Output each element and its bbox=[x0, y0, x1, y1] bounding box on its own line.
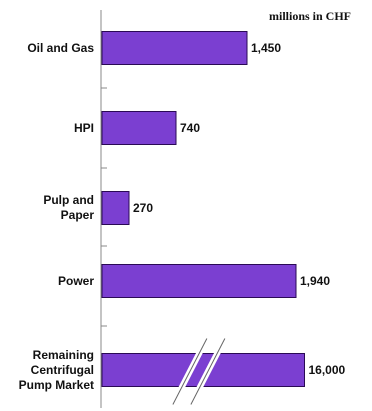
category-label-line: Paper bbox=[60, 208, 94, 222]
bar bbox=[101, 111, 177, 145]
category-label-line: Remaining bbox=[32, 347, 94, 362]
category-label-line: HPI bbox=[73, 120, 94, 135]
value-label: 1,940 bbox=[300, 274, 331, 288]
category-label-line: Pulp and bbox=[43, 193, 94, 207]
category-label: Oil and Gas bbox=[2, 41, 94, 56]
category-label-line: Centrifugal bbox=[30, 362, 94, 377]
bar bbox=[101, 191, 130, 225]
axis-break-slash bbox=[190, 338, 226, 405]
category-label-line: Oil and Gas bbox=[27, 40, 94, 55]
bar bbox=[101, 31, 248, 65]
value-label: 740 bbox=[180, 121, 201, 135]
bar bbox=[101, 264, 297, 298]
axis-break-slash bbox=[172, 338, 208, 405]
category-label: HPI bbox=[2, 121, 94, 136]
value-label: 16,000 bbox=[308, 363, 346, 377]
unit-label: millions in CHF bbox=[269, 9, 352, 23]
category-label-line: Power bbox=[57, 273, 94, 288]
value-label: 1,450 bbox=[251, 41, 282, 55]
category-label-line: Pump Market bbox=[18, 377, 94, 392]
value-label: 270 bbox=[133, 201, 154, 215]
category-label: Pulp and Paper bbox=[2, 193, 94, 223]
category-label: Remaining Centrifugal Pump Market bbox=[2, 348, 94, 393]
category-label: Power bbox=[2, 274, 94, 289]
